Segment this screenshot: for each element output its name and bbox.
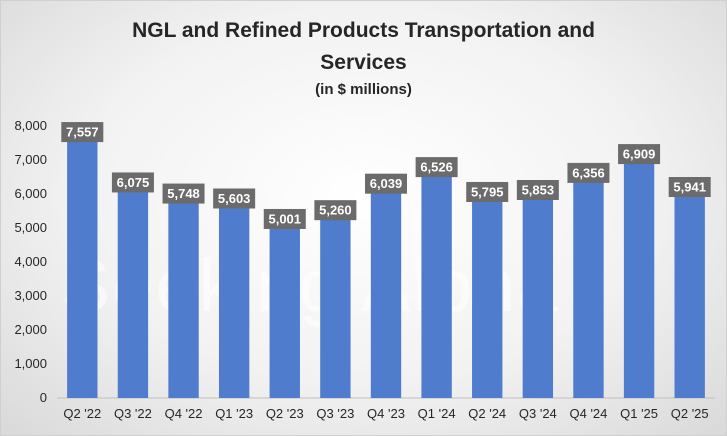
- data-label-box: [365, 173, 407, 194]
- data-label-box: [567, 162, 610, 183]
- bar: [67, 141, 98, 398]
- data-label: 6,039: [370, 176, 403, 191]
- x-tick-label: Q2 '24: [468, 406, 506, 421]
- bar: [320, 219, 351, 398]
- bar: [168, 202, 199, 398]
- y-tick-label: 3,000: [14, 288, 47, 303]
- x-tick-label: Q2 '23: [266, 406, 304, 421]
- data-label-box: [415, 157, 458, 178]
- y-tick-label: 8,000: [14, 118, 47, 133]
- data-label: 5,853: [522, 182, 555, 197]
- data-label-box: [111, 172, 154, 193]
- bar: [623, 163, 655, 398]
- data-label: 5,260: [319, 203, 352, 218]
- data-label: 5,941: [673, 180, 706, 195]
- x-tick-label: Q3 '24: [519, 406, 557, 421]
- bar: [269, 227, 300, 398]
- x-tick-label: Q1 '24: [418, 406, 456, 421]
- y-tick-label: 4,000: [14, 254, 47, 269]
- data-label: 5,001: [268, 211, 301, 226]
- data-label: 6,356: [572, 165, 605, 180]
- data-label-box: [668, 177, 711, 198]
- data-label: 6,909: [623, 147, 656, 162]
- x-tick-label: Q3 '23: [316, 406, 354, 421]
- x-tick-label: Q2 '25: [671, 406, 709, 421]
- data-label-box: [314, 200, 357, 221]
- bar: [421, 176, 452, 398]
- data-label-box: [618, 144, 661, 165]
- data-label-box: [213, 188, 256, 209]
- bar: [573, 181, 604, 398]
- y-tick-label: 0: [40, 390, 47, 405]
- data-label-box: [516, 179, 559, 200]
- x-tick-label: Q1 '23: [215, 406, 253, 421]
- bar: [674, 196, 705, 398]
- y-tick-label: 2,000: [14, 322, 47, 337]
- data-label: 6,526: [420, 160, 453, 175]
- y-tick-label: 1,000: [14, 356, 47, 371]
- y-tick-label: 7,000: [14, 152, 47, 167]
- bar: [117, 191, 149, 398]
- data-label-box: [466, 181, 509, 202]
- bar: [218, 207, 250, 398]
- data-label-box: [263, 208, 306, 229]
- x-tick-label: Q3 '22: [114, 406, 152, 421]
- data-label: 5,748: [167, 186, 200, 201]
- data-label: 7,557: [66, 125, 99, 140]
- data-label: 5,603: [218, 191, 251, 206]
- y-tick-label: 6,000: [14, 186, 47, 201]
- x-tick-label: Q1 '25: [620, 406, 658, 421]
- data-label: 5,795: [471, 184, 504, 199]
- bar: [472, 200, 503, 398]
- data-label-box: [61, 122, 104, 143]
- x-tick-label: Q4 '22: [165, 406, 203, 421]
- x-tick-label: Q4 '24: [570, 406, 608, 421]
- data-label: 6,075: [117, 175, 150, 190]
- data-label-box: [162, 183, 205, 204]
- x-tick-label: Q4 '23: [367, 406, 405, 421]
- y-tick-label: 5,000: [14, 220, 47, 235]
- x-tick-label: Q2 '22: [63, 406, 101, 421]
- bar: [370, 192, 402, 398]
- bar: [522, 198, 554, 398]
